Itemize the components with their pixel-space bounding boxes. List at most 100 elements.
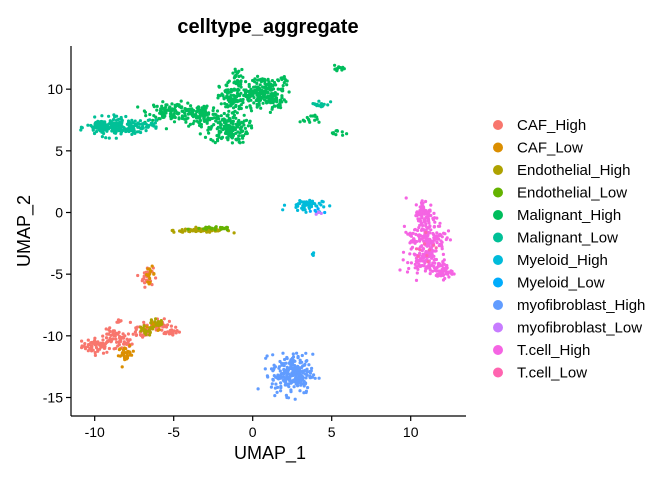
- point-myofibroblast_High: [283, 357, 287, 362]
- point-myofibroblast_High: [292, 373, 296, 377]
- point-Myeloid_High: [304, 210, 308, 214]
- legend-item: Myeloid_High: [493, 252, 608, 269]
- point-Malignant_High: [235, 91, 240, 95]
- point-myofibroblast_High: [299, 383, 303, 387]
- point-myofibroblast_High: [272, 363, 276, 367]
- point-CAF_High: [174, 325, 178, 329]
- point-Endothelial_High: [178, 229, 182, 233]
- point-Malignant_High: [236, 130, 240, 134]
- point-CAF_High: [83, 347, 88, 351]
- point-CAF_Low: [157, 328, 161, 332]
- point-Malignant_High: [253, 85, 258, 89]
- point-Malignant_High: [245, 105, 249, 109]
- point-Malignant_Low: [107, 114, 111, 118]
- point-Malignant_High: [222, 120, 227, 125]
- series-T.cell_High: [398, 196, 456, 282]
- point-T.cell_High: [433, 268, 437, 273]
- point-Malignant_Low: [112, 127, 116, 131]
- legend-item: Endothelial_Low: [493, 185, 627, 202]
- point-Malignant_High: [263, 98, 267, 102]
- point-Malignant_High: [225, 91, 229, 95]
- point-T.cell_High: [440, 235, 444, 239]
- point-T.cell_High: [406, 261, 410, 265]
- x-tick-label: 10: [403, 424, 419, 440]
- point-Endothelial_Low: [202, 227, 206, 231]
- point-T.cell_High: [420, 263, 424, 268]
- point-Myeloid_High: [281, 208, 285, 212]
- point-Malignant_High: [272, 99, 276, 103]
- point-T.cell_High: [429, 203, 433, 207]
- point-Malignant_Low: [100, 128, 104, 133]
- point-myofibroblast_High: [302, 391, 306, 395]
- point-Malignant_High: [341, 133, 345, 137]
- point-Myeloid_High: [296, 204, 300, 208]
- point-Malignant_High: [337, 65, 341, 69]
- point-Malignant_High: [180, 116, 184, 121]
- point-Malignant_High: [233, 74, 237, 78]
- point-Malignant_High: [257, 103, 261, 107]
- point-myofibroblast_Low: [317, 210, 321, 214]
- point-myofibroblast_High: [300, 365, 304, 370]
- point-Malignant_High: [280, 94, 284, 98]
- point-Malignant_Low: [127, 123, 131, 127]
- point-CAF_High: [126, 332, 130, 336]
- point-Malignant_High: [168, 112, 173, 116]
- point-Malignant_Low: [141, 126, 145, 130]
- point-T.cell_High: [438, 271, 442, 275]
- point-T.cell_High: [440, 247, 444, 251]
- point-T.cell_High: [441, 252, 445, 256]
- point-Malignant_High: [231, 115, 235, 120]
- legend-key: [493, 232, 503, 243]
- point-T.cell_High: [433, 220, 437, 224]
- point-CAF_Low: [131, 349, 135, 353]
- point-Malignant_Low: [118, 124, 122, 128]
- point-Malignant_High: [216, 121, 220, 125]
- point-T.cell_Low: [427, 248, 432, 252]
- point-Malignant_High: [334, 67, 338, 71]
- point-T.cell_High: [401, 258, 405, 262]
- point-T.cell_High: [413, 227, 417, 232]
- point-T.cell_High: [415, 271, 419, 275]
- point-Malignant_High: [239, 125, 243, 129]
- point-T.cell_High: [439, 274, 443, 278]
- point-Malignant_High: [229, 99, 233, 103]
- y-tick-label: 10: [47, 81, 63, 97]
- x-tick-label: 5: [328, 424, 336, 440]
- point-myofibroblast_High: [289, 379, 293, 383]
- point-myofibroblast_High: [275, 390, 279, 394]
- point-Myeloid_High: [303, 208, 307, 212]
- point-CAF_High: [117, 330, 121, 334]
- series-myofibroblast_Low: [314, 210, 323, 216]
- point-myofibroblast_High: [290, 363, 294, 367]
- point-Malignant_High: [282, 81, 286, 85]
- point-Malignant_Low: [79, 125, 83, 129]
- point-T.cell_High: [423, 220, 427, 224]
- point-T.cell_High: [432, 224, 436, 229]
- point-Malignant_High: [203, 109, 207, 113]
- point-CAF_High: [128, 320, 132, 324]
- point-T.cell_High: [426, 217, 431, 221]
- point-Endothelial_High: [149, 318, 153, 322]
- point-Myeloid_High: [319, 203, 323, 207]
- point-CAF_High: [101, 334, 105, 338]
- point-CAF_Low: [152, 272, 156, 276]
- point-CAF_High: [93, 342, 97, 346]
- point-Myeloid_High: [301, 200, 305, 204]
- point-Malignant_High: [224, 130, 228, 134]
- point-T.cell_High: [430, 253, 434, 257]
- point-myofibroblast_High: [263, 367, 267, 371]
- point-CAF_Low: [145, 325, 149, 329]
- point-Malignant_High: [201, 114, 205, 118]
- point-Malignant_High: [180, 114, 184, 118]
- point-Malignant_High: [258, 83, 262, 87]
- point-Malignant_Low: [93, 121, 97, 125]
- point-myofibroblast_High: [306, 386, 310, 390]
- point-Malignant_High: [244, 93, 248, 97]
- point-Malignant_High: [206, 128, 210, 132]
- point-Malignant_High: [208, 118, 212, 122]
- point-CAF_High: [101, 342, 106, 347]
- point-T.cell_High: [409, 261, 413, 265]
- point-CAF_High: [114, 337, 118, 341]
- point-Malignant_Low: [137, 125, 141, 129]
- point-Malignant_High: [244, 80, 248, 84]
